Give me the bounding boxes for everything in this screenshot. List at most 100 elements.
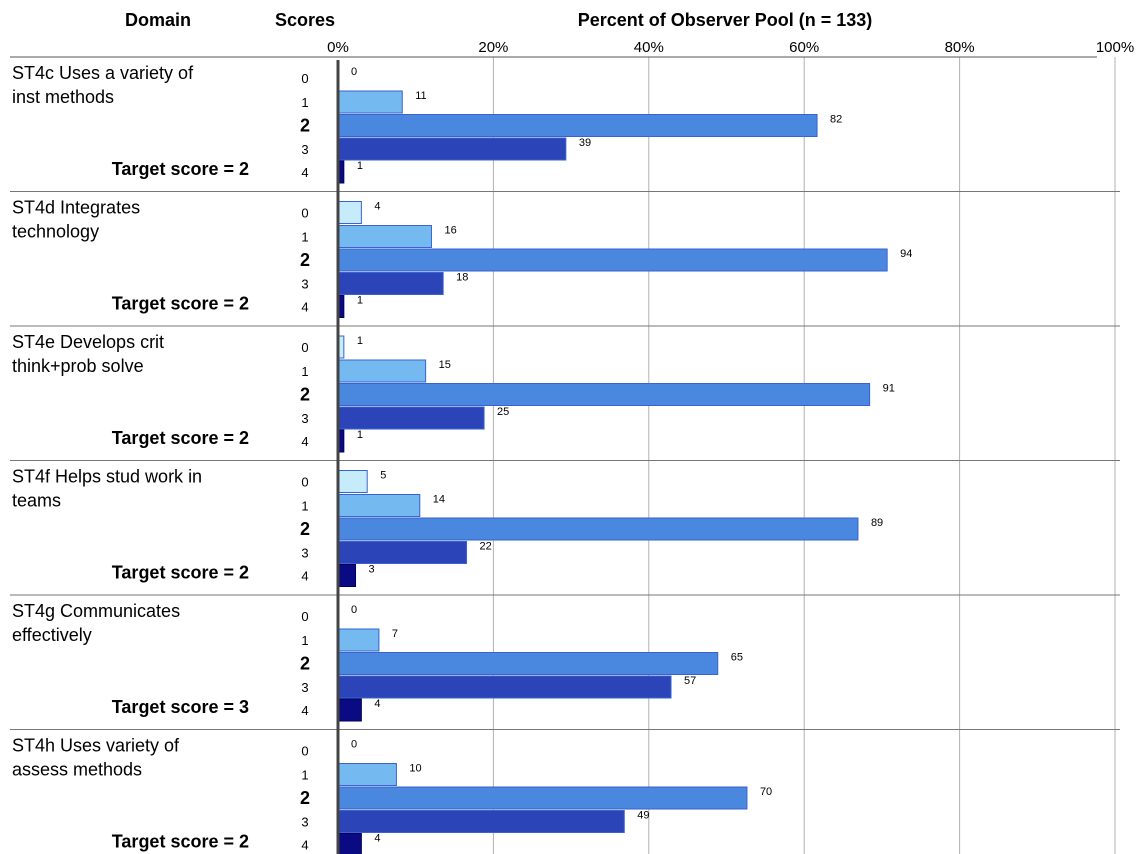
data-label: 4 [374, 833, 380, 845]
x-tick-label: 0% [327, 39, 349, 56]
domain-group: ST4c Uses a variety of inst methods Target… [10, 63, 1120, 192]
data-label: 15 [439, 359, 451, 371]
bar-score-1 [338, 495, 420, 517]
score-label: 4 [301, 838, 308, 853]
score-label: 1 [301, 499, 308, 514]
data-label: 11 [415, 90, 426, 102]
domain-label: technology [12, 222, 99, 242]
domain-label: ST4h Uses variety of [12, 736, 180, 756]
domain-label: ST4c Uses a variety of [12, 63, 194, 83]
bar-score-4 [338, 699, 361, 721]
bar-score-1 [338, 629, 379, 651]
data-label: 16 [444, 225, 456, 237]
target-score-label: Target score = 2 [112, 159, 249, 179]
score-label: 4 [301, 703, 308, 718]
bar-score-3 [338, 811, 624, 833]
score-label: 0 [301, 206, 308, 221]
target-score-label: Target score = 2 [112, 428, 249, 448]
score-label: 2 [300, 788, 310, 808]
domain-label: effectively [12, 625, 92, 645]
data-label: 1 [357, 429, 363, 441]
score-label: 2 [300, 654, 310, 674]
data-label: 49 [637, 810, 649, 822]
score-label: 2 [300, 519, 310, 539]
domain-header: Domain [125, 10, 191, 30]
bar-score-1 [338, 360, 426, 382]
score-label: 3 [301, 411, 308, 426]
data-label: 94 [900, 248, 912, 260]
bar-score-2 [338, 653, 718, 675]
score-label: 1 [301, 230, 308, 245]
data-label: 65 [731, 652, 743, 664]
domain-group: ST4g Communicates effectively Target score… [10, 601, 1120, 730]
data-label: 7 [392, 628, 398, 640]
target-score-label: Target score = 3 [112, 697, 249, 717]
score-label: 4 [301, 165, 308, 180]
score-label: 4 [301, 300, 308, 315]
bar-score-3 [338, 273, 443, 295]
score-label: 2 [300, 385, 310, 405]
domain-group: ST4e Develops crit think+prob solve Target… [10, 332, 1120, 461]
bar-score-2 [338, 115, 817, 137]
data-label: 89 [871, 517, 883, 529]
scores-header: Scores [275, 10, 335, 30]
domain-group: ST4h Uses variety of assess methods Target… [12, 736, 772, 854]
score-label: 0 [301, 340, 308, 355]
bar-score-4 [338, 834, 361, 854]
data-label: 0 [351, 66, 357, 78]
score-label: 2 [300, 250, 310, 270]
x-tick-label: 40% [634, 39, 664, 56]
score-label: 4 [301, 569, 308, 584]
bar-score-3 [338, 138, 566, 160]
bar-score-3 [338, 542, 467, 564]
x-tick-label: 20% [478, 39, 508, 56]
data-label: 14 [433, 494, 445, 506]
data-label: 0 [351, 604, 357, 616]
bar-score-0 [338, 202, 361, 224]
data-label: 91 [883, 383, 895, 395]
score-label: 3 [301, 546, 308, 561]
score-label: 0 [301, 475, 308, 490]
bar-score-4 [338, 565, 356, 587]
bar-score-2 [338, 787, 747, 809]
target-score-label: Target score = 2 [112, 832, 249, 852]
bar-score-3 [338, 407, 484, 429]
score-label: 1 [301, 768, 308, 783]
data-label: 18 [456, 272, 468, 284]
score-label: 1 [301, 95, 308, 110]
domain-label: teams [12, 491, 61, 511]
domain-label: inst methods [12, 87, 114, 107]
domain-label: ST4f Helps stud work in [12, 467, 202, 487]
score-label: 2 [300, 116, 310, 136]
data-label: 1 [357, 335, 363, 347]
bar-score-2 [338, 518, 858, 540]
domain-group: ST4f Helps stud work in teams Target score… [10, 467, 1120, 596]
bar-score-1 [338, 764, 396, 786]
domain-label: think+prob solve [12, 356, 144, 376]
score-label: 3 [301, 277, 308, 292]
bar-score-1 [338, 226, 431, 248]
data-label: 5 [380, 470, 386, 482]
score-label: 0 [301, 71, 308, 86]
gridlines [493, 57, 1115, 854]
data-label: 4 [374, 698, 380, 710]
score-label: 3 [301, 680, 308, 695]
bar-groups: ST4c Uses a variety of inst methods Target… [10, 63, 1120, 854]
chart-title: Percent of Observer Pool (n = 133) [578, 10, 873, 30]
bar-score-2 [338, 249, 887, 271]
score-label: 4 [301, 434, 308, 449]
bar-score-3 [338, 676, 671, 698]
domain-label: ST4d Integrates [12, 198, 140, 218]
data-label: 57 [684, 675, 696, 687]
x-axis-ticks: 0% 20% 40% 60% 80% 100% [327, 39, 1134, 56]
x-tick-label: 60% [789, 39, 819, 56]
score-label: 3 [301, 142, 308, 157]
bar-score-2 [338, 384, 870, 406]
domain-label: assess methods [12, 760, 142, 780]
x-tick-label: 100% [1096, 39, 1134, 56]
target-score-label: Target score = 2 [112, 294, 249, 314]
score-label: 0 [301, 609, 308, 624]
data-label: 0 [351, 739, 357, 751]
domain-label: ST4e Develops crit [12, 332, 164, 352]
